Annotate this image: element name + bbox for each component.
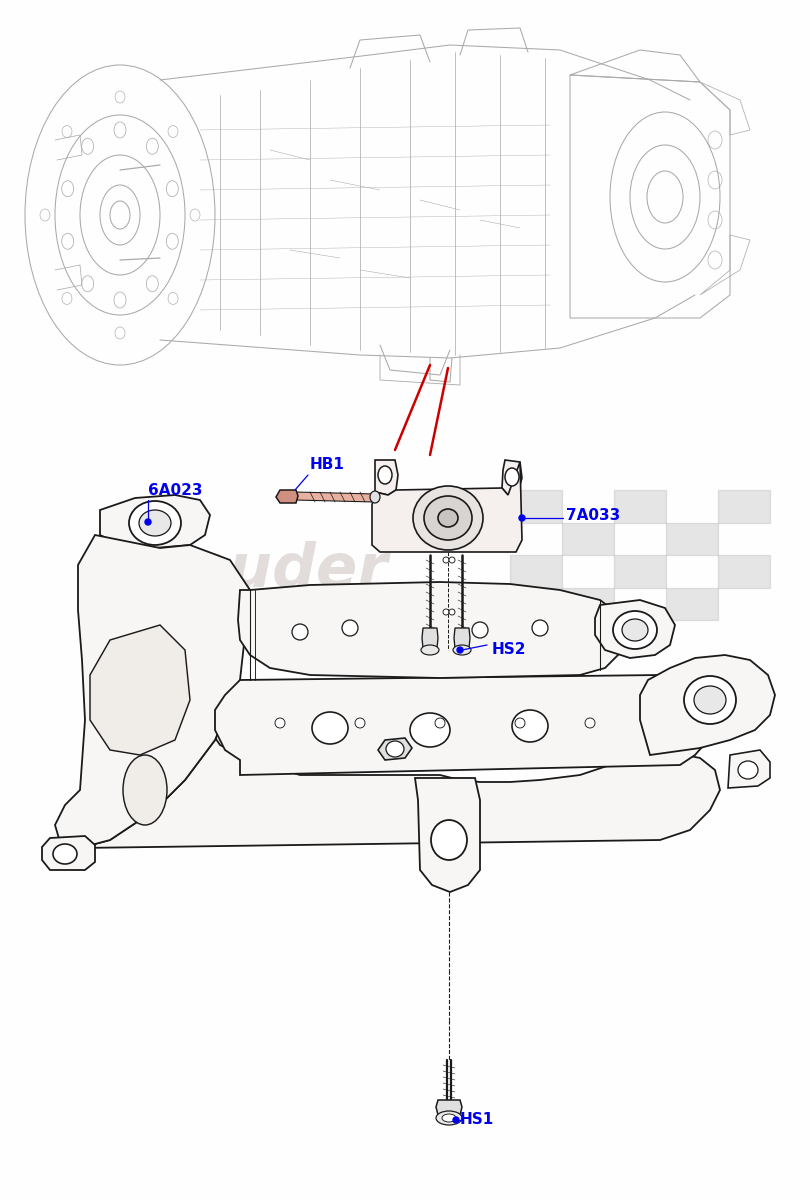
Ellipse shape — [449, 557, 455, 563]
Ellipse shape — [123, 755, 167, 826]
Ellipse shape — [622, 619, 648, 641]
Bar — [614, 490, 666, 522]
Ellipse shape — [532, 620, 548, 636]
Text: 7A033: 7A033 — [566, 508, 620, 522]
Ellipse shape — [512, 710, 548, 742]
Text: HB1: HB1 — [310, 457, 345, 472]
Ellipse shape — [515, 718, 525, 728]
Bar — [666, 522, 718, 554]
Polygon shape — [436, 1100, 462, 1115]
Ellipse shape — [453, 646, 471, 655]
Text: HS2: HS2 — [492, 642, 526, 658]
Bar — [510, 490, 562, 522]
Ellipse shape — [457, 647, 463, 653]
Polygon shape — [42, 836, 95, 870]
Polygon shape — [372, 462, 522, 552]
Ellipse shape — [413, 486, 483, 550]
Ellipse shape — [410, 713, 450, 746]
Polygon shape — [422, 628, 438, 648]
Polygon shape — [100, 494, 210, 548]
Polygon shape — [55, 535, 250, 848]
Text: HS1: HS1 — [460, 1112, 494, 1128]
Ellipse shape — [424, 496, 472, 540]
Ellipse shape — [453, 1117, 459, 1123]
Polygon shape — [238, 582, 625, 678]
Polygon shape — [502, 460, 522, 494]
Text: 6A023: 6A023 — [148, 482, 202, 498]
Ellipse shape — [275, 718, 285, 728]
Ellipse shape — [355, 718, 365, 728]
Ellipse shape — [292, 624, 308, 640]
Polygon shape — [375, 460, 398, 494]
Ellipse shape — [312, 712, 348, 744]
Bar — [614, 554, 666, 588]
Ellipse shape — [505, 468, 519, 486]
Ellipse shape — [370, 491, 380, 503]
Polygon shape — [90, 625, 190, 755]
Ellipse shape — [342, 620, 358, 636]
Ellipse shape — [585, 718, 595, 728]
Polygon shape — [640, 655, 775, 755]
Bar — [718, 554, 770, 588]
Ellipse shape — [472, 622, 488, 638]
Ellipse shape — [443, 608, 449, 614]
Ellipse shape — [421, 646, 439, 655]
Bar — [666, 588, 718, 620]
Ellipse shape — [139, 510, 171, 536]
Ellipse shape — [53, 844, 77, 864]
Polygon shape — [415, 778, 480, 892]
Ellipse shape — [738, 761, 758, 779]
Ellipse shape — [694, 686, 726, 714]
Ellipse shape — [442, 1114, 456, 1122]
Polygon shape — [378, 738, 412, 760]
Text: capart: capart — [181, 595, 279, 624]
Bar — [510, 554, 562, 588]
Bar — [562, 588, 614, 620]
Ellipse shape — [435, 718, 445, 728]
Polygon shape — [276, 490, 298, 503]
Bar — [718, 490, 770, 522]
Ellipse shape — [378, 466, 392, 484]
Ellipse shape — [443, 557, 449, 563]
Ellipse shape — [519, 515, 525, 521]
Polygon shape — [595, 600, 675, 658]
Polygon shape — [80, 680, 720, 848]
Ellipse shape — [436, 1111, 462, 1126]
Ellipse shape — [613, 611, 657, 649]
Polygon shape — [215, 674, 718, 775]
Polygon shape — [454, 628, 470, 648]
Polygon shape — [295, 492, 375, 502]
Ellipse shape — [386, 740, 404, 757]
Ellipse shape — [145, 518, 151, 526]
Ellipse shape — [129, 502, 181, 545]
Bar — [562, 522, 614, 554]
Ellipse shape — [449, 608, 455, 614]
Polygon shape — [728, 750, 770, 788]
Ellipse shape — [431, 820, 467, 860]
Text: sauder: sauder — [151, 540, 388, 600]
Ellipse shape — [684, 676, 736, 724]
Ellipse shape — [438, 509, 458, 527]
